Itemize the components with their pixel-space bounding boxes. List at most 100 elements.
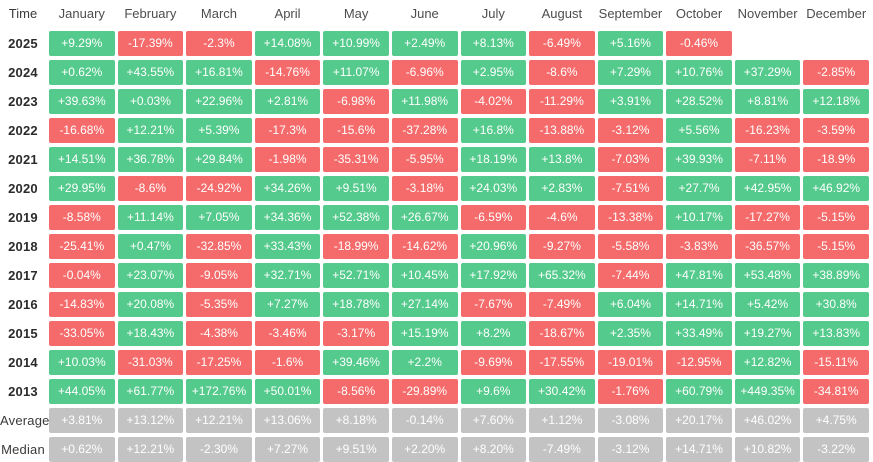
return-cell: +12.21% [186, 408, 252, 433]
return-cell: +0.47% [117, 234, 184, 259]
return-cell: +3.91% [597, 89, 664, 114]
row-label: 2013 [8, 384, 38, 399]
return-cell: -0.04% [49, 263, 115, 288]
return-cell: -7.44% [597, 263, 664, 288]
return-cell: +65.32% [529, 263, 595, 288]
return-cell: -13.38% [597, 205, 664, 230]
return-cell: +19.27% [734, 321, 801, 346]
column-header-month: October [675, 6, 723, 21]
column-header-month: August [541, 6, 583, 21]
return-cell: +11.98% [391, 89, 458, 114]
return-cell: +1.12% [529, 408, 595, 433]
return-cell: +2.2% [391, 350, 458, 375]
row-label: 2019 [8, 210, 38, 225]
return-cell: +20.17% [666, 408, 732, 433]
return-cell: -8.6% [117, 176, 184, 201]
return-cell: +34.26% [254, 176, 321, 201]
return-cell: +28.52% [666, 89, 732, 114]
return-cell: -18.99% [323, 234, 389, 259]
return-cell: +13.83% [803, 321, 869, 346]
return-cell: -14.83% [49, 292, 115, 317]
return-cell: -17.55% [529, 350, 595, 375]
return-cell: +8.13% [460, 31, 527, 56]
return-cell: +0.62% [49, 60, 115, 85]
return-cell: -7.51% [597, 176, 664, 201]
return-cell: +2.49% [391, 31, 458, 56]
return-cell: -5.95% [391, 147, 458, 172]
return-cell: -15.11% [803, 350, 869, 375]
return-cell: -31.03% [117, 350, 184, 375]
column-header-month: April [274, 6, 301, 21]
return-cell: -7.49% [529, 292, 595, 317]
return-cell: +10.76% [666, 60, 732, 85]
return-cell: -3.46% [254, 321, 321, 346]
return-cell: +5.16% [597, 31, 664, 56]
return-cell: +0.62% [49, 437, 115, 462]
return-cell: -4.6% [529, 205, 595, 230]
return-cell: +10.99% [323, 31, 389, 56]
return-cell: +10.17% [666, 205, 732, 230]
return-cell: -19.01% [597, 350, 664, 375]
return-cell: +8.81% [734, 89, 801, 114]
return-cell: +46.02% [734, 408, 801, 433]
return-cell: +16.8% [460, 118, 527, 143]
return-cell: -36.57% [734, 234, 801, 259]
return-cell: -3.83% [666, 234, 732, 259]
return-cell: -11.29% [529, 89, 595, 114]
year-row: 2024 +0.62% +43.55% +16.81% -14.76% +11.07% -6… [0, 60, 869, 85]
return-cell: -1.6% [254, 350, 321, 375]
return-cell: -5.15% [803, 205, 869, 230]
year-row: 2025 +9.29% -17.39% -2.3% +14.08% +10.99% +2.4… [0, 31, 869, 56]
return-cell: -3.08% [597, 408, 664, 433]
return-cell: -25.41% [49, 234, 115, 259]
row-label: 2021 [8, 152, 38, 167]
return-cell: +14.51% [49, 147, 115, 172]
return-cell: +15.19% [391, 321, 458, 346]
return-cell: -0.14% [391, 408, 458, 433]
return-cell: +5.39% [186, 118, 252, 143]
return-cell: +16.81% [186, 60, 252, 85]
return-cell: -12.95% [666, 350, 732, 375]
return-cell: +2.83% [529, 176, 595, 201]
year-row: 2020 +29.95% -8.6% -24.92% +34.26% +9.51% -3.1… [0, 176, 869, 201]
return-cell: -7.03% [597, 147, 664, 172]
return-cell: +61.77% [117, 379, 184, 404]
return-cell: +30.42% [529, 379, 595, 404]
row-label: Average [0, 413, 50, 428]
return-cell: -16.68% [49, 118, 115, 143]
return-cell: -6.98% [323, 89, 389, 114]
return-cell: -4.38% [186, 321, 252, 346]
return-cell: +60.79% [666, 379, 732, 404]
return-cell: +33.49% [666, 321, 732, 346]
column-header-month: December [806, 6, 867, 21]
return-cell: -15.6% [323, 118, 389, 143]
return-cell: +9.6% [460, 379, 527, 404]
return-cell: -17.3% [254, 118, 321, 143]
return-cell: +44.05% [49, 379, 115, 404]
return-cell: -5.35% [186, 292, 252, 317]
year-row: 2019 -8.58% +11.14% +7.05% +34.36% +52.38% +26… [0, 205, 869, 230]
return-cell: -33.05% [49, 321, 115, 346]
return-cell: -9.69% [460, 350, 527, 375]
year-row: 2015 -33.05% +18.43% -4.38% -3.46% -3.17% +15.… [0, 321, 869, 346]
return-cell: +22.96% [186, 89, 252, 114]
return-cell: -3.22% [803, 437, 869, 462]
row-label: 2017 [8, 268, 38, 283]
return-cell: -3.12% [597, 118, 664, 143]
return-cell: +172.76% [186, 379, 252, 404]
year-row: 2013 +44.05% +61.77% +172.76% +50.01% -8.56% -… [0, 379, 869, 404]
return-cell: -17.27% [734, 205, 801, 230]
year-row: 2022 -16.68% +12.21% +5.39% -17.3% -15.6% -37.… [0, 118, 869, 143]
return-cell: +0.03% [117, 89, 184, 114]
return-cell: -35.31% [323, 147, 389, 172]
return-cell: +12.21% [117, 437, 184, 462]
return-cell: +10.03% [49, 350, 115, 375]
table-header-row: Time January February March April May June July… [0, 1, 869, 26]
return-cell: +47.81% [666, 263, 732, 288]
return-cell: -6.96% [391, 60, 458, 85]
year-row: 2023 +39.63% +0.03% +22.96% +2.81% -6.98% +11.… [0, 89, 869, 114]
row-label: 2014 [8, 355, 38, 370]
return-cell: -34.81% [803, 379, 869, 404]
return-cell: -17.39% [117, 31, 184, 56]
year-row: 2018 -25.41% +0.47% -32.85% +33.43% -18.99% -1… [0, 234, 869, 259]
